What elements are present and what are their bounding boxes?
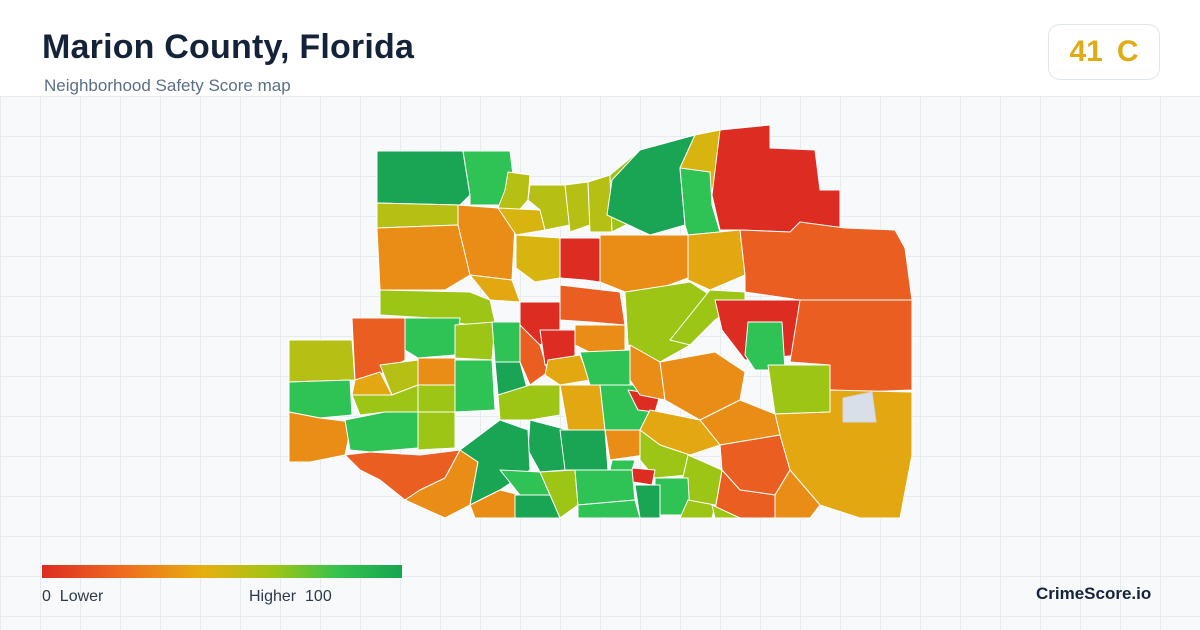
legend-color-scale bbox=[42, 565, 402, 578]
map-region[interactable] bbox=[744, 321, 786, 371]
map-region[interactable] bbox=[559, 384, 606, 431]
map-region[interactable] bbox=[539, 469, 579, 519]
map-region[interactable] bbox=[404, 317, 461, 359]
page-title: Marion County, Florida bbox=[42, 28, 415, 66]
map-region[interactable] bbox=[599, 234, 691, 293]
score-grade: C bbox=[1116, 35, 1139, 68]
map-region[interactable] bbox=[739, 221, 913, 301]
map-region[interactable] bbox=[679, 499, 716, 519]
map-region[interactable] bbox=[515, 234, 561, 283]
map-region[interactable] bbox=[559, 429, 609, 471]
score-badge: 41 C bbox=[1048, 24, 1160, 80]
header: Marion County, Florida Neighborhood Safe… bbox=[0, 0, 1200, 96]
map-region[interactable] bbox=[288, 379, 353, 419]
map-region[interactable] bbox=[559, 284, 626, 326]
map-region[interactable] bbox=[574, 469, 636, 506]
map-region[interactable] bbox=[711, 124, 841, 233]
map-region[interactable] bbox=[687, 229, 746, 291]
map-region[interactable] bbox=[767, 364, 831, 415]
map-region[interactable] bbox=[544, 354, 591, 386]
map-region-no-data bbox=[842, 391, 877, 423]
map-region[interactable] bbox=[774, 469, 821, 519]
map-region[interactable] bbox=[288, 411, 353, 463]
map-region[interactable] bbox=[288, 339, 356, 383]
map-region[interactable] bbox=[376, 224, 471, 291]
map-region[interactable] bbox=[514, 494, 561, 519]
legend-min-value: 0 bbox=[42, 588, 51, 605]
map-region[interactable] bbox=[631, 467, 656, 486]
legend-max-label: Higher bbox=[249, 588, 297, 605]
legend-min: 0 Lower bbox=[42, 588, 103, 606]
map-region[interactable] bbox=[564, 181, 591, 233]
page-subtitle: Neighborhood Safety Score map bbox=[44, 76, 291, 95]
map-region[interactable] bbox=[417, 357, 461, 386]
map-region[interactable] bbox=[711, 504, 741, 519]
map-region[interactable] bbox=[376, 150, 471, 206]
map-region[interactable] bbox=[491, 321, 521, 363]
map-region[interactable] bbox=[344, 411, 419, 453]
map-region[interactable] bbox=[604, 429, 646, 461]
map-region[interactable] bbox=[376, 202, 461, 229]
map-region[interactable] bbox=[454, 359, 496, 413]
score-value: 41 bbox=[1069, 35, 1103, 68]
legend-max: Higher 100 bbox=[249, 588, 332, 606]
map-region[interactable] bbox=[634, 484, 661, 519]
brand-logo-text: CrimeScore.io bbox=[1036, 584, 1152, 603]
map-region[interactable] bbox=[417, 411, 456, 451]
legend-max-value: 100 bbox=[305, 588, 332, 605]
map-region[interactable] bbox=[417, 384, 456, 413]
map-region[interactable] bbox=[519, 324, 549, 386]
map-region[interactable] bbox=[629, 344, 666, 401]
map-region[interactable] bbox=[609, 459, 636, 471]
map-region[interactable] bbox=[454, 321, 496, 361]
legend-min-label: Lower bbox=[59, 588, 104, 605]
